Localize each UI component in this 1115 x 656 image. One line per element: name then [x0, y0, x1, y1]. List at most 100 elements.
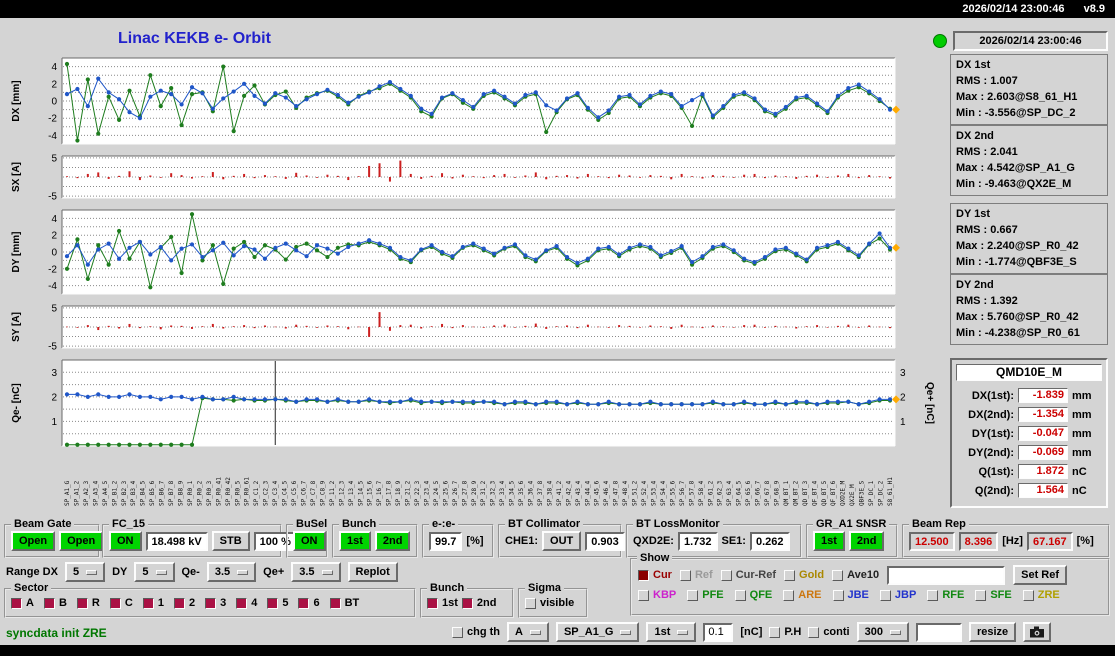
sector-toggle-5[interactable]: 5: [267, 597, 288, 609]
sector-toggle-label: R: [91, 597, 100, 609]
svg-text:4: 4: [51, 62, 57, 73]
snapshot-button[interactable]: [1023, 622, 1052, 642]
range-qep-select[interactable]: 3.5: [291, 562, 341, 582]
sigma-visible-toggle[interactable]: visible: [525, 597, 574, 609]
range-dx-select[interactable]: 5: [64, 562, 106, 582]
show-toggle-pfe[interactable]: PFE: [687, 589, 724, 601]
show-toggle-ave10[interactable]: Ave10: [832, 569, 879, 581]
svg-text:SP_R0_3: SP_R0_3: [206, 480, 213, 506]
sector-toggle-c[interactable]: C: [109, 597, 133, 609]
conti-toggle[interactable]: conti: [808, 626, 850, 638]
svg-text:QF_BT_6: QF_BT_6: [830, 480, 837, 506]
svg-text:SP_R0_42: SP_R0_42: [225, 477, 232, 506]
qmd-row-label: DX(1st):: [971, 389, 1014, 402]
svg-text:SP_R0_2: SP_R0_2: [196, 480, 203, 506]
show-toggle-cur-ref[interactable]: Cur-Ref: [720, 569, 776, 581]
sector-toggle-1[interactable]: 1: [142, 597, 164, 609]
qmd-row-unit: mm: [1072, 408, 1092, 421]
show-toggle-are[interactable]: ARE: [783, 589, 822, 601]
checkbox-icon: [638, 589, 649, 601]
show-toggle-qfe[interactable]: QFE: [734, 589, 772, 601]
svg-text:QD_BT_3: QD_BT_3: [802, 480, 809, 506]
device-select[interactable]: SP_A1_G: [555, 622, 640, 642]
checkbox-icon: [832, 589, 844, 601]
chg-th-toggle[interactable]: chg th: [452, 626, 500, 638]
sector-toggle-3[interactable]: 3: [205, 597, 226, 609]
bunch-2nd-button[interactable]: 2nd: [374, 531, 411, 551]
beam-gate-open-button-2[interactable]: Open: [59, 531, 104, 551]
stats-line: Max : 2.603@S8_61_H1: [956, 91, 1078, 103]
che1-out-button[interactable]: OUT: [542, 531, 582, 551]
dy-chart: 4 2 0 -2 -4 DY [mm]: [11, 209, 900, 295]
ref-name-input[interactable]: [887, 565, 1006, 585]
e-ratio-group: e-:e- 99.7 [%]: [422, 518, 494, 558]
set-ref-button[interactable]: Set Ref: [1013, 565, 1068, 585]
svg-text:SX [A]: SX [A]: [11, 162, 22, 192]
beam-gate-open-button-1[interactable]: Open: [11, 531, 56, 551]
show-toggle-label: Cur: [653, 569, 672, 581]
bunch-1st-button[interactable]: 1st: [339, 531, 371, 551]
show-toggle-kbp[interactable]: KBP: [638, 589, 676, 601]
group-title: Sector: [11, 582, 52, 595]
range-qem-select[interactable]: 3.5: [206, 562, 257, 582]
threshold-input[interactable]: [703, 622, 734, 642]
qmd-row-label: Q(1st):: [978, 465, 1014, 478]
range-dy-value: 5: [142, 566, 149, 578]
checkbox-icon: [808, 626, 820, 638]
range-dy-select[interactable]: 5: [134, 562, 175, 582]
sector-toggle-r[interactable]: R: [76, 597, 100, 609]
bunch-toggle-2nd[interactable]: 2nd: [461, 597, 496, 609]
qmd-row: DX(1st): -1.839 mm: [956, 386, 1102, 405]
show-toggle-label: ZRE: [1037, 589, 1060, 601]
checkbox-icon: [679, 569, 691, 581]
bunch-select[interactable]: 1st: [646, 622, 697, 642]
ph-toggle[interactable]: P.H: [769, 626, 801, 638]
qmd-row-value: -0.069: [1018, 445, 1068, 460]
sector-select[interactable]: A: [507, 622, 549, 642]
fc15-stb-button[interactable]: STB: [211, 531, 250, 551]
checkbox-icon: [638, 569, 649, 581]
svg-text:1: 1: [51, 417, 57, 428]
show-toggle-jbe[interactable]: JBE: [832, 589, 869, 601]
resize-button[interactable]: resize: [968, 622, 1017, 642]
svg-text:DY [mm]: DY [mm]: [11, 232, 22, 273]
sector-toggle-a[interactable]: A: [11, 597, 34, 609]
svg-text:SP_11_2: SP_11_2: [329, 480, 336, 506]
show-toggle-cur[interactable]: Cur: [638, 569, 672, 581]
gr-a1-snsr-2nd-button[interactable]: 2nd: [848, 531, 885, 551]
checkbox-icon: [461, 597, 473, 609]
sector-toggle-6[interactable]: 6: [298, 597, 320, 609]
svg-text:SP_42_4: SP_42_4: [565, 480, 572, 506]
show-toggle-jbp[interactable]: JBP: [879, 589, 916, 601]
svg-text:0: 0: [51, 97, 57, 108]
sector-toggle-2[interactable]: 2: [173, 597, 196, 609]
gr-a1-snsr-1st-button[interactable]: 1st: [813, 531, 845, 551]
sector-toggle-label: 2: [188, 597, 196, 609]
bunch-toggle-1st[interactable]: 1st: [427, 597, 458, 609]
fc15-on-button[interactable]: ON: [109, 531, 142, 551]
show-toggle-rfe[interactable]: RFE: [927, 589, 964, 601]
beam-rep-group: Beam Rep 12.500 8.396 [Hz] 67.167 [%]: [902, 518, 1110, 558]
bottom-status-bar: [0, 645, 1115, 656]
svg-text:5: 5: [51, 303, 57, 314]
svg-text:SP_63_4: SP_63_4: [726, 480, 733, 506]
group-title: BuSel: [293, 518, 331, 531]
count-select[interactable]: 300: [856, 622, 909, 642]
show-toggle-ref[interactable]: Ref: [679, 569, 713, 581]
show-toggle-gold[interactable]: Gold: [784, 569, 824, 581]
svg-text:SP_B2_3: SP_B2_3: [121, 480, 128, 506]
svg-text:SP_51_2: SP_51_2: [632, 480, 639, 506]
count-input[interactable]: [915, 622, 962, 642]
show-toggle-sfe[interactable]: SFE: [975, 589, 1012, 601]
option-menu-indicator-icon: [889, 629, 901, 635]
busel-on-button[interactable]: ON: [293, 531, 326, 551]
svg-text:SP_38_4: SP_38_4: [546, 480, 553, 506]
sector-toggle-bt[interactable]: BT: [329, 597, 359, 609]
gr-a1-snsr-group: GR_A1 SNSR 1st 2nd: [806, 518, 898, 558]
group-title: BT LossMonitor: [633, 518, 723, 531]
replot-button[interactable]: Replot: [347, 562, 398, 582]
sector-toggle-b[interactable]: B: [43, 597, 67, 609]
sector-toggle-4[interactable]: 4: [236, 597, 257, 609]
show-toggle-zre[interactable]: ZRE: [1022, 589, 1060, 601]
